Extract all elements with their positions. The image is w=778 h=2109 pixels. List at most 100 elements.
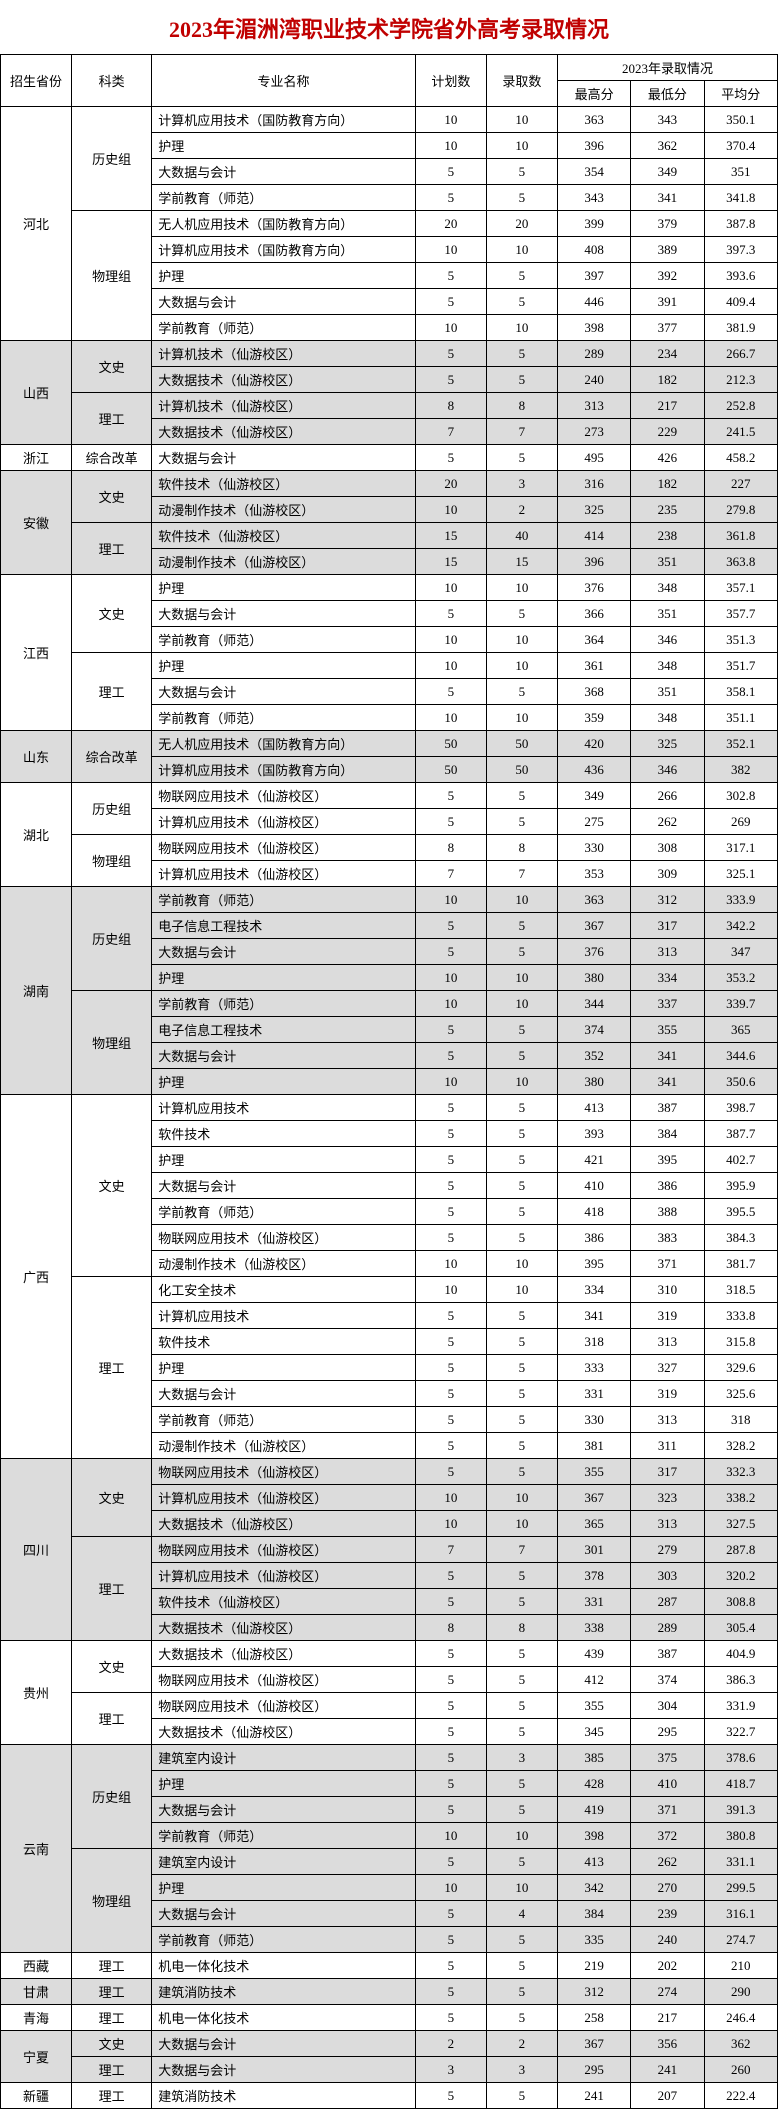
plan-cell: 10 [415,1277,486,1303]
plan-cell: 7 [415,861,486,887]
province-cell: 四川 [1,1459,72,1641]
max-cell: 312 [557,1979,630,2005]
max-cell: 436 [557,757,630,783]
plan-cell: 5 [415,601,486,627]
th-group: 2023年录取情况 [557,55,777,81]
major: 学前教育（师范） [152,1407,416,1433]
avg-cell: 362 [704,2031,777,2057]
major: 大数据与会计 [152,2057,416,2083]
major: 大数据与会计 [152,679,416,705]
max-cell: 342 [557,1875,630,1901]
plan-cell: 10 [415,237,486,263]
avg-cell: 327.5 [704,1511,777,1537]
major: 物联网应用技术（仙游校区） [152,1537,416,1563]
min-cell: 356 [631,2031,704,2057]
max-cell: 330 [557,835,630,861]
avg-cell: 322.7 [704,1719,777,1745]
admitted-cell: 10 [486,107,557,133]
max-cell: 386 [557,1225,630,1251]
admitted-cell: 10 [486,991,557,1017]
major: 学前教育（师范） [152,1823,416,1849]
max-cell: 380 [557,1069,630,1095]
plan-cell: 10 [415,1823,486,1849]
max-cell: 420 [557,731,630,757]
major: 护理 [152,575,416,601]
max-cell: 301 [557,1537,630,1563]
admitted-cell: 8 [486,1615,557,1641]
major: 大数据技术（仙游校区） [152,1641,416,1667]
max-cell: 381 [557,1433,630,1459]
max-cell: 414 [557,523,630,549]
table-row: 甘肃理工建筑消防技术55312274290 [1,1979,778,2005]
admitted-cell: 5 [486,1043,557,1069]
max-cell: 341 [557,1303,630,1329]
min-cell: 426 [631,445,704,471]
admitted-cell: 5 [486,1173,557,1199]
plan-cell: 20 [415,211,486,237]
plan-cell: 5 [415,1381,486,1407]
major: 护理 [152,1771,416,1797]
province-cell: 云南 [1,1745,72,1953]
max-cell: 412 [557,1667,630,1693]
admitted-cell: 5 [486,783,557,809]
admitted-cell: 5 [486,341,557,367]
admitted-cell: 5 [486,367,557,393]
table-row: 云南历史组建筑室内设计53385375378.6 [1,1745,778,1771]
avg-cell: 246.4 [704,2005,777,2031]
admitted-cell: 5 [486,1095,557,1121]
max-cell: 330 [557,1407,630,1433]
min-cell: 341 [631,1043,704,1069]
major: 计算机应用技术（国防教育方向） [152,237,416,263]
min-cell: 355 [631,1017,704,1043]
admitted-cell: 5 [486,1017,557,1043]
max-cell: 325 [557,497,630,523]
plan-cell: 50 [415,757,486,783]
admitted-cell: 10 [486,1069,557,1095]
admitted-cell: 8 [486,393,557,419]
major: 护理 [152,133,416,159]
admitted-cell: 50 [486,731,557,757]
avg-cell: 318 [704,1407,777,1433]
max-cell: 316 [557,471,630,497]
plan-cell: 10 [415,887,486,913]
admitted-cell: 5 [486,1433,557,1459]
plan-cell: 5 [415,1173,486,1199]
page-title: 2023年湄洲湾职业技术学院省外高考录取情况 [0,0,778,54]
major: 计算机应用技术（仙游校区） [152,1563,416,1589]
major: 学前教育（师范） [152,1927,416,1953]
major: 软件技术（仙游校区） [152,1589,416,1615]
table-row: 理工大数据与会计33295241260 [1,2057,778,2083]
plan-cell: 15 [415,523,486,549]
major: 计算机应用技术（仙游校区） [152,809,416,835]
max-cell: 397 [557,263,630,289]
min-cell: 202 [631,1953,704,1979]
major: 化工安全技术 [152,1277,416,1303]
avg-cell: 409.4 [704,289,777,315]
admitted-cell: 10 [486,1511,557,1537]
province-cell: 湖南 [1,887,72,1095]
min-cell: 217 [631,393,704,419]
max-cell: 331 [557,1589,630,1615]
table-row: 四川文史物联网应用技术（仙游校区）55355317332.3 [1,1459,778,1485]
avg-cell: 370.4 [704,133,777,159]
major: 动漫制作技术（仙游校区） [152,1433,416,1459]
category-cell: 物理组 [72,835,152,887]
plan-cell: 10 [415,107,486,133]
major: 护理 [152,263,416,289]
min-cell: 182 [631,471,704,497]
table-row: 西藏理工机电一体化技术55219202210 [1,1953,778,1979]
category-cell: 历史组 [72,1745,152,1849]
min-cell: 375 [631,1745,704,1771]
plan-cell: 5 [415,263,486,289]
avg-cell: 210 [704,1953,777,1979]
admitted-cell: 5 [486,1199,557,1225]
avg-cell: 260 [704,2057,777,2083]
plan-cell: 3 [415,2057,486,2083]
admitted-cell: 7 [486,419,557,445]
max-cell: 343 [557,185,630,211]
major: 建筑消防技术 [152,2083,416,2109]
plan-cell: 5 [415,1927,486,1953]
category-cell: 理工 [72,2005,152,2031]
admitted-cell: 5 [486,1797,557,1823]
max-cell: 353 [557,861,630,887]
